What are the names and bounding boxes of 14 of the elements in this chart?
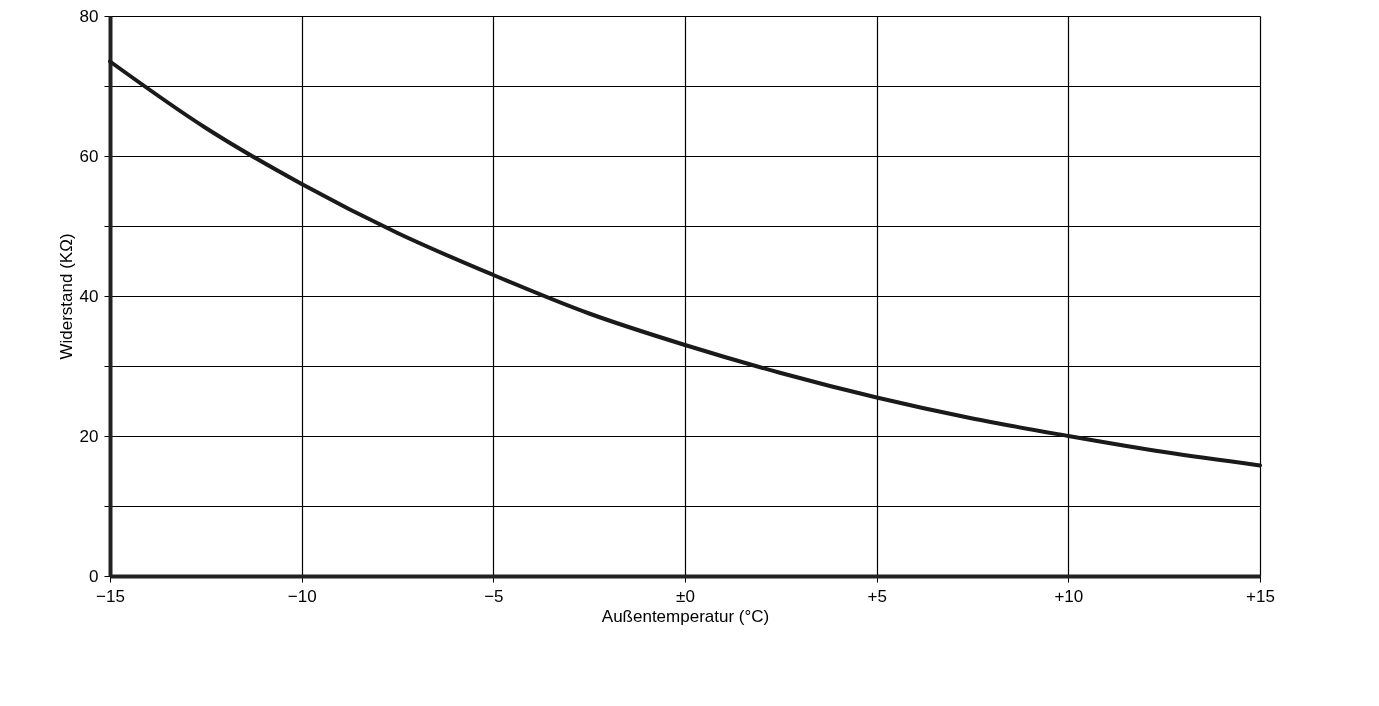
x-tick-label: +10 — [1054, 586, 1084, 606]
y-axis-title: Widerstand (KΩ) — [56, 233, 76, 360]
y-tick-label: 60 — [79, 146, 99, 166]
x-tick-label: +15 — [1246, 586, 1275, 606]
x-tick-label: −10 — [287, 586, 317, 606]
y-tick-label: 20 — [79, 426, 99, 446]
x-tick-label: −5 — [484, 586, 504, 606]
y-tick-label: 40 — [79, 286, 99, 306]
x-tick-label: +5 — [867, 586, 887, 606]
x-tick-label: ±0 — [676, 586, 695, 606]
x-axis-title: Außentemperatur (°C) — [601, 606, 770, 626]
y-tick-label: 0 — [89, 566, 99, 586]
x-tick-label: −15 — [96, 586, 125, 606]
y-tick-label: 80 — [79, 6, 99, 26]
